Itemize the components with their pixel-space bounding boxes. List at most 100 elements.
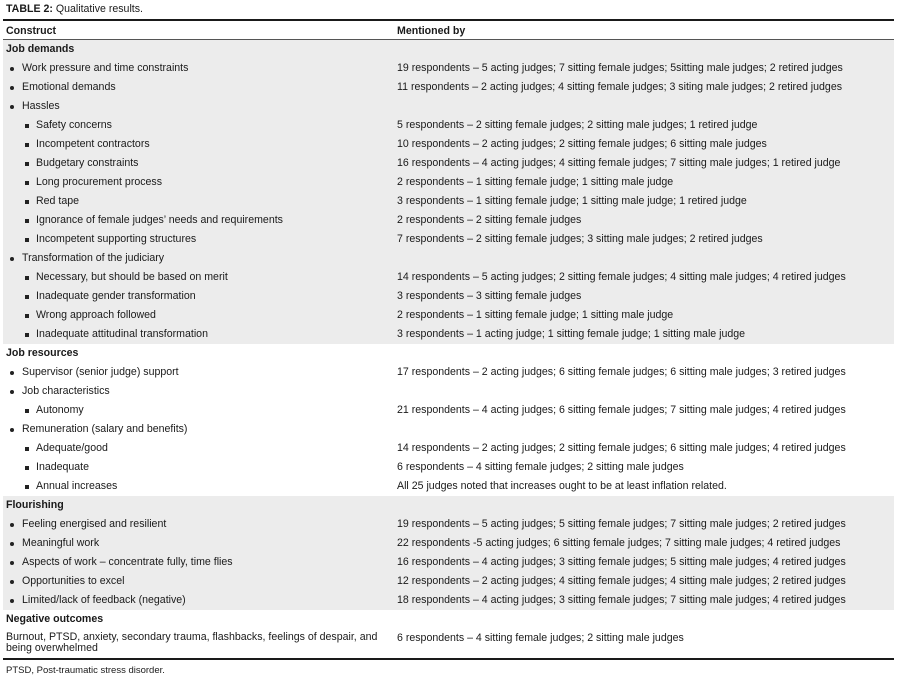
bullet-icon bbox=[10, 105, 14, 109]
table-label: TABLE 2: bbox=[6, 3, 53, 15]
footnote: PTSD, Post-traumatic stress disorder. bbox=[6, 665, 165, 676]
mentioned-by-cell: 19 respondents – 5 acting judges; 5 sitt… bbox=[397, 518, 846, 530]
table-row: Inadequate 6 respondents – 4 sitting fema… bbox=[3, 458, 894, 477]
table-row: Inadequate attitudinal transformation 3 r… bbox=[3, 325, 894, 344]
table-row: Opportunities to excel 12 respondents – 2… bbox=[3, 572, 894, 591]
construct-cell: Aspects of work – concentrate fully, tim… bbox=[22, 556, 233, 568]
mentioned-by-cell: 17 respondents – 2 acting judges; 6 sitt… bbox=[397, 366, 846, 378]
table-row: Emotional demands 11 respondents – 2 acti… bbox=[3, 78, 894, 97]
construct-cell: Job resources bbox=[6, 347, 79, 359]
construct-cell: Budgetary constraints bbox=[36, 157, 139, 169]
table-row: Necessary, but should be based on merit 1… bbox=[3, 268, 894, 287]
mentioned-by-cell: 18 respondents – 4 acting judges; 3 sitt… bbox=[397, 594, 846, 606]
square-bullet-icon bbox=[25, 276, 29, 280]
mentioned-by-cell: 21 respondents – 4 acting judges; 6 sitt… bbox=[397, 404, 846, 416]
section-heading-row: Job demands bbox=[3, 40, 894, 59]
construct-cell: Necessary, but should be based on merit bbox=[36, 271, 228, 283]
table-row: Inadequate gender transformation 3 respon… bbox=[3, 287, 894, 306]
table-row: Aspects of work – concentrate fully, tim… bbox=[3, 553, 894, 572]
mentioned-by-cell: 10 respondents – 2 acting judges; 2 sitt… bbox=[397, 138, 767, 150]
construct-cell: Job demands bbox=[6, 43, 75, 55]
mentioned-by-cell: 14 respondents – 5 acting judges; 2 sitt… bbox=[397, 271, 846, 283]
square-bullet-icon bbox=[25, 333, 29, 337]
bullet-icon bbox=[10, 561, 14, 565]
construct-cell: Job characteristics bbox=[22, 385, 110, 397]
construct-cell: Incompetent contractors bbox=[36, 138, 150, 150]
construct-cell: Autonomy bbox=[36, 404, 84, 416]
table-row: Transformation of the judiciary bbox=[3, 249, 894, 268]
table-row: Job characteristics bbox=[3, 382, 894, 401]
square-bullet-icon bbox=[25, 181, 29, 185]
mentioned-by-cell: 16 respondents – 4 acting judges; 4 sitt… bbox=[397, 157, 841, 169]
square-bullet-icon bbox=[25, 219, 29, 223]
square-bullet-icon bbox=[25, 238, 29, 242]
bullet-icon bbox=[10, 542, 14, 546]
construct-cell: Burnout, PTSD, anxiety, secondary trauma… bbox=[6, 631, 378, 654]
mentioned-by-cell: 14 respondents – 2 acting judges; 2 sitt… bbox=[397, 442, 846, 454]
bullet-icon bbox=[10, 390, 14, 394]
bullet-icon bbox=[10, 257, 14, 261]
header-construct: Construct bbox=[6, 25, 57, 37]
square-bullet-icon bbox=[25, 466, 29, 470]
mentioned-by-cell: 3 respondents – 1 acting judge; 1 sittin… bbox=[397, 328, 746, 340]
bottom-rule bbox=[3, 658, 894, 660]
construct-cell: Red tape bbox=[36, 195, 79, 207]
construct-cell: Feeling energised and resilient bbox=[22, 518, 167, 530]
table-row: Annual increases All 25 judges noted that… bbox=[3, 477, 894, 496]
construct-cell: Work pressure and time constraints bbox=[22, 62, 189, 74]
table-title: Qualitative results. bbox=[55, 3, 143, 15]
construct-cell: Wrong approach followed bbox=[36, 309, 156, 321]
construct-cell: Adequate/good bbox=[36, 442, 108, 454]
bullet-icon bbox=[10, 428, 14, 432]
mentioned-by-cell: 5 respondents – 2 sitting female judges;… bbox=[397, 119, 758, 131]
square-bullet-icon bbox=[25, 200, 29, 204]
mentioned-by-cell: 3 respondents – 3 sitting female judges bbox=[397, 290, 582, 302]
construct-cell: Supervisor (senior judge) support bbox=[22, 366, 179, 378]
construct-cell: Inadequate attitudinal transformation bbox=[36, 328, 208, 340]
bullet-icon bbox=[10, 523, 14, 527]
construct-cell: Limited/lack of feedback (negative) bbox=[22, 594, 186, 606]
square-bullet-icon bbox=[25, 409, 29, 413]
mentioned-by-cell: 12 respondents – 2 acting judges; 4 sitt… bbox=[397, 575, 846, 587]
construct-cell: Incompetent supporting structures bbox=[36, 233, 197, 245]
construct-cell: Inadequate bbox=[36, 461, 90, 473]
square-bullet-icon bbox=[25, 314, 29, 318]
mentioned-by-cell: 2 respondents – 1 sitting female judge; … bbox=[397, 309, 674, 321]
table-row: Autonomy 21 respondents – 4 acting judges… bbox=[3, 401, 894, 420]
mentioned-by-cell: 6 respondents – 4 sitting female judges;… bbox=[397, 632, 684, 644]
bullet-icon bbox=[10, 86, 14, 90]
construct-cell: Inadequate gender transformation bbox=[36, 290, 196, 302]
square-bullet-icon bbox=[25, 162, 29, 166]
construct-cell: Flourishing bbox=[6, 499, 64, 511]
table-row: Safety concerns 5 respondents – 2 sitting… bbox=[3, 116, 894, 135]
construct-cell: Ignorance of female judges’ needs and re… bbox=[36, 214, 283, 226]
mentioned-by-cell: 11 respondents – 2 acting judges; 4 sitt… bbox=[397, 81, 843, 93]
header-mentioned-by: Mentioned by bbox=[397, 25, 466, 37]
mentioned-by-cell: 22 respondents -5 acting judges; 6 sitti… bbox=[397, 537, 841, 549]
table-row: Incompetent contractors 10 respondents – … bbox=[3, 135, 894, 154]
mentioned-by-cell: All 25 judges noted that increases ought… bbox=[397, 480, 727, 492]
table-row: Adequate/good 14 respondents – 2 acting j… bbox=[3, 439, 894, 458]
bullet-icon bbox=[10, 371, 14, 375]
table-row: Meaningful work 22 respondents -5 acting … bbox=[3, 534, 894, 553]
construct-cell: Remuneration (salary and benefits) bbox=[22, 423, 188, 435]
square-bullet-icon bbox=[25, 485, 29, 489]
table-caption: TABLE 2: Qualitative results. bbox=[6, 3, 143, 15]
table-row: Limited/lack of feedback (negative) 18 re… bbox=[3, 591, 894, 610]
top-rule bbox=[3, 19, 894, 21]
table-row: Hassles bbox=[3, 97, 894, 116]
construct-cell: Long procurement process bbox=[36, 176, 163, 188]
table-row: Red tape 3 respondents – 1 sitting female… bbox=[3, 192, 894, 211]
bullet-icon bbox=[10, 580, 14, 584]
table-row: Feeling energised and resilient 19 respon… bbox=[3, 515, 894, 534]
mentioned-by-cell: 3 respondents – 1 sitting female judge; … bbox=[397, 195, 747, 207]
construct-cell: Emotional demands bbox=[22, 81, 116, 93]
table-row: Wrong approach followed 2 respondents – 1… bbox=[3, 306, 894, 325]
table-row: Long procurement process 2 respondents – … bbox=[3, 173, 894, 192]
mentioned-by-cell: 6 respondents – 4 sitting female judges;… bbox=[397, 461, 684, 473]
table-row: Ignorance of female judges’ needs and re… bbox=[3, 211, 894, 230]
section-heading-row: Job resources bbox=[3, 344, 894, 363]
square-bullet-icon bbox=[25, 295, 29, 299]
mentioned-by-cell: 2 respondents – 2 sitting female judges bbox=[397, 214, 582, 226]
table-body: Job demands Work pressure and time constr… bbox=[3, 40, 894, 658]
